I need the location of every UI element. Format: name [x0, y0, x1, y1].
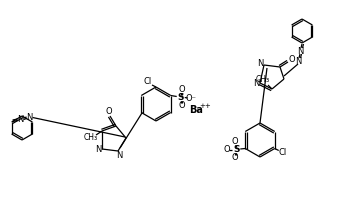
Text: ++: ++: [199, 103, 211, 109]
Text: N: N: [116, 151, 122, 159]
Text: O: O: [106, 106, 112, 116]
Text: O: O: [179, 101, 185, 110]
Text: N: N: [297, 46, 303, 56]
Text: O: O: [179, 85, 185, 94]
Text: N: N: [26, 113, 33, 122]
Text: N: N: [295, 57, 301, 65]
Text: S: S: [233, 145, 239, 154]
Text: O⁻: O⁻: [185, 94, 196, 103]
Text: Cl: Cl: [144, 76, 152, 86]
Text: O: O: [232, 137, 239, 146]
Text: N: N: [95, 145, 101, 154]
Text: N: N: [257, 59, 263, 68]
Text: O: O: [224, 145, 230, 154]
Text: S: S: [177, 93, 184, 102]
Text: N: N: [17, 116, 24, 124]
Text: O: O: [289, 56, 295, 65]
Text: CH₃: CH₃: [84, 132, 98, 141]
Text: Cl: Cl: [279, 148, 287, 157]
Text: CH₃: CH₃: [256, 76, 270, 84]
Text: O: O: [232, 153, 239, 162]
Text: Ba: Ba: [189, 105, 203, 115]
Text: N: N: [253, 78, 259, 87]
